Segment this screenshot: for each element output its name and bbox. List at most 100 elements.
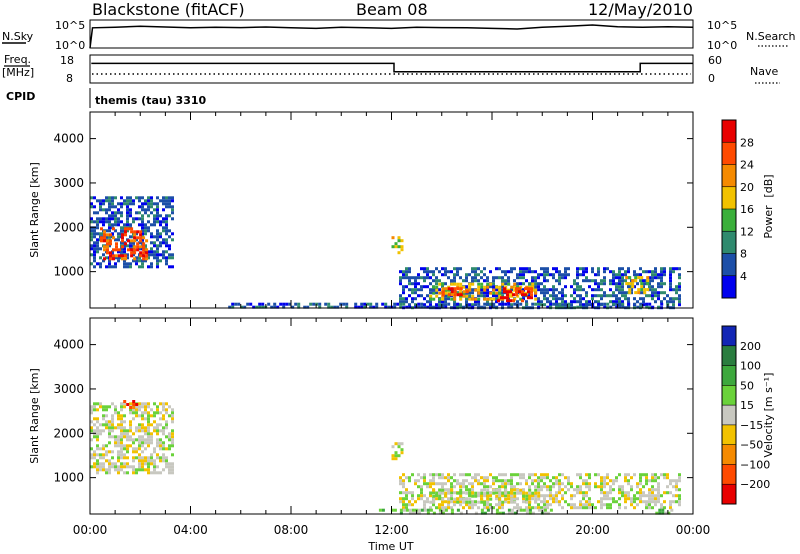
range-gate-cell xyxy=(243,305,247,309)
range-gate-cell xyxy=(474,503,477,507)
range-gate-cell xyxy=(408,303,411,307)
range-gate-cell xyxy=(111,402,114,406)
range-gate-cell xyxy=(582,497,585,501)
freq-label: Freq. xyxy=(4,53,31,66)
range-gate-cell xyxy=(525,494,529,498)
range-gate-cell xyxy=(486,503,489,507)
range-gate-cell xyxy=(171,199,174,203)
range-gate-cell xyxy=(450,297,454,301)
range-gate-cell xyxy=(666,491,669,495)
range-gate-cell xyxy=(483,267,486,271)
range-gate-cell xyxy=(130,254,134,258)
range-gate-cell xyxy=(417,511,421,515)
range-gate-cell xyxy=(261,305,265,309)
range-gate-cell xyxy=(549,485,552,489)
range-gate-cell xyxy=(153,468,156,472)
range-gate-cell xyxy=(486,300,489,304)
range-gate-cell xyxy=(468,273,471,277)
range-gate-cell xyxy=(126,253,129,257)
range-gate-cell xyxy=(573,297,576,301)
range-gate-cell xyxy=(651,276,654,280)
range-gate-cell xyxy=(126,456,129,460)
range-gate-cell xyxy=(477,473,480,477)
range-gate-cell xyxy=(501,302,505,306)
range-gate-cell xyxy=(480,276,483,280)
range-gate-cell xyxy=(132,471,135,475)
range-gate-cell xyxy=(423,473,426,477)
range-gate-cell xyxy=(642,297,645,301)
range-gate-cell xyxy=(108,259,111,263)
range-gate-cell xyxy=(333,305,337,309)
range-gate-cell xyxy=(120,405,123,409)
range-gate-cell xyxy=(456,508,460,512)
range-gate-cell xyxy=(138,438,141,442)
range-gate-cell xyxy=(147,438,150,442)
range-gate-cell xyxy=(117,453,120,457)
colorbar-segment xyxy=(722,253,736,277)
range-gate-cell xyxy=(646,279,650,283)
range-gate-cell xyxy=(489,485,492,489)
range-gate-cell xyxy=(667,511,671,515)
range-gate-cell xyxy=(438,291,442,295)
range-gate-cell xyxy=(147,420,150,424)
range-gate-cell xyxy=(162,441,165,445)
range-gate-cell xyxy=(129,408,132,412)
range-gate-cell xyxy=(144,208,147,212)
range-gate-cell xyxy=(465,488,468,492)
range-gate-cell xyxy=(576,288,579,292)
range-gate-cell xyxy=(168,229,171,233)
range-gate-cell xyxy=(99,256,102,260)
range-gate-cell xyxy=(142,245,146,249)
range-gate-cell xyxy=(123,429,126,433)
range-gate-cell xyxy=(142,236,146,240)
range-gate-cell xyxy=(639,497,642,501)
range-gate-cell xyxy=(564,294,567,298)
range-gate-cell xyxy=(477,288,481,292)
range-gate-cell xyxy=(594,506,597,510)
range-gate-cell xyxy=(414,282,417,286)
range-gate-cell xyxy=(159,199,162,203)
range-gate-cell xyxy=(669,282,672,286)
range-gate-cell xyxy=(651,305,655,309)
range-gate-cell xyxy=(663,267,666,271)
range-gate-cell xyxy=(397,445,401,449)
range-gate-cell xyxy=(150,205,153,209)
range-gate-cell xyxy=(530,296,533,300)
range-gate-cell xyxy=(363,302,367,306)
range-gate-cell xyxy=(108,423,111,427)
range-gate-cell xyxy=(156,220,159,224)
range-gate-cell xyxy=(543,497,546,501)
range-gate-cell xyxy=(168,405,171,409)
range-gate-cell xyxy=(666,300,669,304)
range-gate-cell xyxy=(543,276,546,280)
range-gate-cell xyxy=(120,414,123,418)
range-gate-cell xyxy=(675,488,678,492)
range-gate-cell xyxy=(546,273,549,277)
range-gate-cell xyxy=(582,270,585,274)
range-gate-cell xyxy=(153,429,156,433)
range-gate-cell xyxy=(477,294,480,298)
range-gate-cell xyxy=(515,290,518,294)
range-gate-cell xyxy=(642,303,645,307)
range-gate-cell xyxy=(477,491,481,495)
range-gate-cell xyxy=(127,239,130,243)
range-gate-cell xyxy=(495,503,498,507)
range-gate-cell xyxy=(432,473,435,477)
range-gate-cell xyxy=(118,254,121,258)
range-gate-cell xyxy=(477,273,480,277)
range-gate-cell xyxy=(162,253,165,257)
range-gate-cell xyxy=(609,288,612,292)
range-gate-cell xyxy=(483,273,486,277)
range-gate-cell xyxy=(423,494,426,498)
range-gate-cell xyxy=(618,488,621,492)
range-gate-cell xyxy=(501,300,504,304)
range-gate-cell xyxy=(423,297,426,301)
range-gate-cell xyxy=(127,227,130,231)
range-gate-cell xyxy=(426,276,429,280)
range-gate-cell xyxy=(585,494,588,498)
range-gate-cell xyxy=(138,265,141,269)
range-gate-cell xyxy=(144,411,147,415)
range-gate-cell xyxy=(438,494,442,498)
range-gate-cell xyxy=(366,302,370,306)
range-gate-cell xyxy=(621,291,624,295)
